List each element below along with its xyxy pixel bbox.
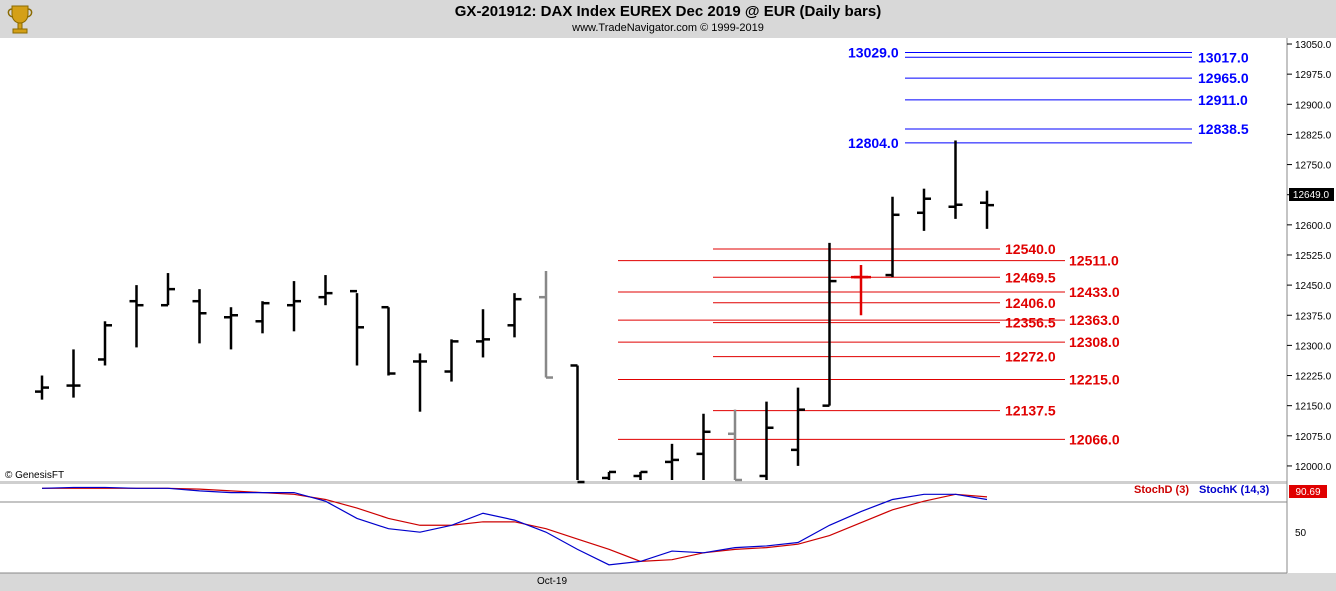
trophy-icon [7,5,33,34]
stoch-last-box [1289,485,1327,498]
stochk-line [41,486,988,566]
y-tick-label: 12975.0 [1295,70,1332,81]
red-level-label: 12137.5 [1005,403,1056,419]
blue-level-label: 12965.0 [1198,70,1249,86]
blue-level-label: 13017.0 [1198,49,1249,65]
stochd-line [42,487,988,563]
red-level-label: 12433.0 [1069,284,1120,300]
blue-level-label: 12804.0 [848,135,899,151]
price-panel [0,38,1287,481]
y-tick-label: 12000.0 [1295,462,1332,473]
red-level-label: 12272.0 [1005,349,1056,365]
blue-level-label: 12838.5 [1198,121,1249,137]
y-tick-label: 12600.0 [1295,221,1332,232]
blue-level-label: 13029.0 [848,44,899,60]
red-level-label: 12540.0 [1005,241,1056,257]
stochd-legend: StochD (3) [1134,484,1189,496]
y-tick-label: 12825.0 [1295,130,1332,141]
stochastic-lines [41,486,988,566]
red-level-label: 12308.0 [1069,334,1120,350]
red-level-label: 12215.0 [1069,372,1120,388]
red-level-label: 12363.0 [1069,312,1120,328]
red-level-label: 12511.0 [1069,253,1119,269]
blue-level-label: 12911.0 [1198,92,1248,108]
panel-divider [0,481,1287,484]
y-tick-label: 12075.0 [1295,432,1332,443]
price-bars [35,140,994,484]
red-level-label: 12066.0 [1069,431,1120,447]
last-price-label: 12649.0 [1293,190,1330,201]
red-level-label: 12356.5 [1005,315,1056,331]
watermark: © GenesisFT [5,470,64,481]
red-level-label: 12469.5 [1005,269,1056,285]
y-tick-label: 13050.0 [1295,40,1332,51]
level-lines: 13029.0 13017.0 12965.0 12911.0 12838.5 12804… [618,44,1249,447]
chart-header: GX-201912: DAX Index EUREX Dec 2019 @ EU… [0,0,1336,38]
y-tick-label: 12225.0 [1295,372,1332,383]
y-tick-label: 12525.0 [1295,251,1332,262]
y-tick-label: 12450.0 [1295,281,1332,292]
price-axis [1287,38,1336,573]
stochastic-panel [0,481,1287,573]
y-tick-label: 12900.0 [1295,100,1332,111]
y-tick-label: 12300.0 [1295,341,1332,352]
chart-title: GX-201912: DAX Index EUREX Dec 2019 @ EU… [454,3,882,20]
x-tick-label: Oct-19 [537,576,567,587]
y-tick-label: 12750.0 [1295,161,1332,172]
chart-subtitle: www.TradeNavigator.com © 1999-2019 [572,22,764,34]
last-price-box [1289,188,1334,201]
stochk-legend: StochK (14,3) [1199,484,1270,496]
red-level-label: 12406.0 [1005,295,1056,311]
stoch-last-label: 90.69 [1295,487,1320,498]
y-tick-label: 12150.0 [1295,402,1332,413]
stoch-y-tick: 50 [1295,528,1307,539]
y-tick-label: 12375.0 [1295,311,1332,322]
